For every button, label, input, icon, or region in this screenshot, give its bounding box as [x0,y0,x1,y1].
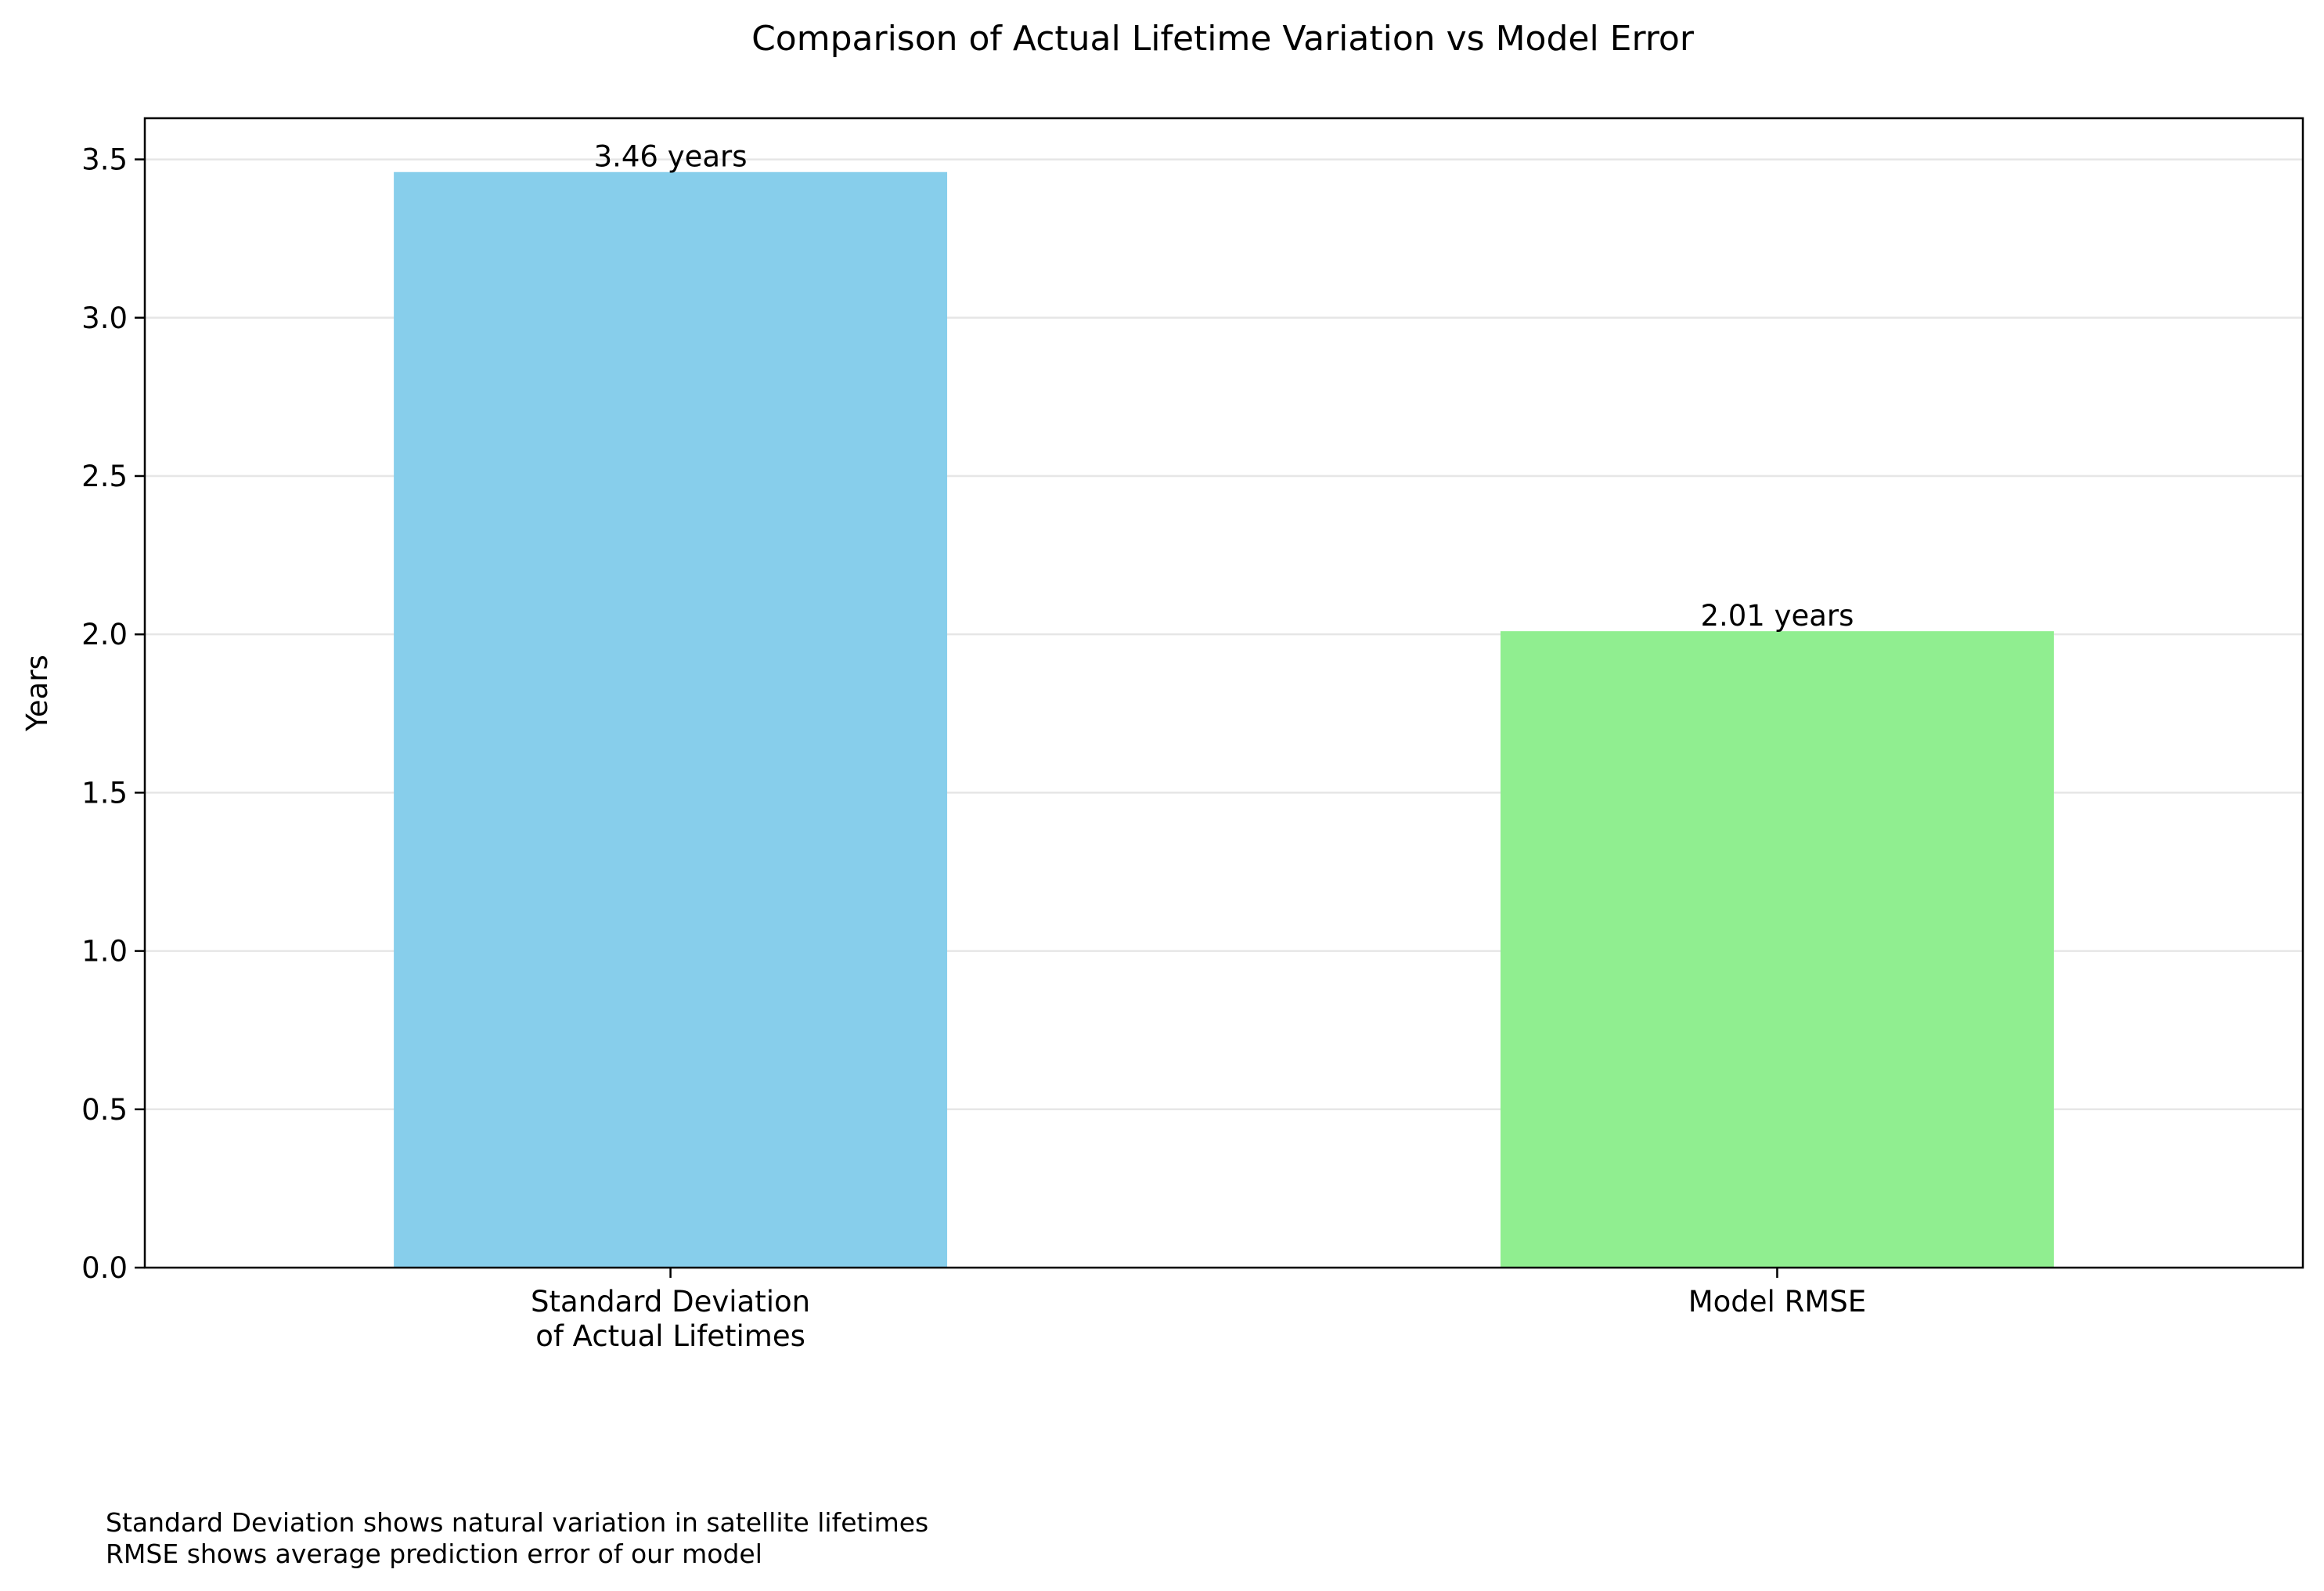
bar [394,171,948,1268]
x-axis-ticks: Standard Deviation of Actual Lifetimes Mod… [531,1268,1866,1353]
y-tick-label: 2.0 [81,618,128,651]
plot-frame [143,117,2304,1269]
y-tick-label: 1.0 [81,935,128,969]
footnote-line: Standard Deviation shows natural variati… [106,1507,928,1538]
y-tick-label: 2.5 [81,460,128,493]
y-axis-ticks: 0.0 0.5 1.0 1.5 2.0 2.5 3.0 3.5 [81,143,145,1285]
bar-value-labels: 3.46 years 2.01 years [594,140,1854,633]
bars [394,171,2054,1268]
bar-value-label: 3.46 years [594,140,748,174]
y-tick-label: 0.0 [81,1251,128,1285]
x-tick-label: Model RMSE [1688,1285,1866,1319]
bar [1500,631,2054,1268]
footnote-line: RMSE shows average prediction error of o… [106,1539,762,1569]
y-tick-label: 1.5 [81,776,128,810]
x-tick-label: Standard Deviation of Actual Lifetimes [531,1285,810,1353]
footnote: Standard Deviation shows natural variati… [106,1507,937,1569]
y-axis-label: Years [20,655,54,732]
y-tick-label: 3.0 [81,301,128,335]
chart-title: Comparison of Actual Lifetime Variation … [751,19,1695,59]
y-tick-label: 3.5 [81,143,128,177]
bar-value-label: 2.01 years [1700,599,1854,633]
y-tick-label: 0.5 [81,1093,128,1127]
